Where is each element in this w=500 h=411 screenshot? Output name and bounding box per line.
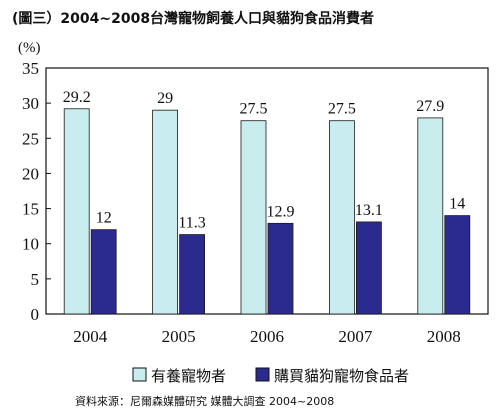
legend-label-pet-owners: 有養寵物者 [151,367,226,385]
legend-swatch-pet-owners [132,367,147,382]
bar-pet-food-buyers [179,234,206,315]
data-label-pet-owners: 27.5 [328,101,356,118]
bar-pet-food-buyers [355,221,382,315]
data-label-pet-owners: 29.2 [63,89,91,106]
y-axis-unit: (%) [18,40,41,56]
data-label-pet-food-buyers: 11.3 [178,215,205,232]
y-tick-label: 0 [31,305,40,324]
legend-label-pet-food-buyers: 購買貓狗寵物食品者 [274,367,409,385]
bar-pet-owners [417,117,444,315]
x-tick-label: 2006 [250,327,284,346]
y-tick-label: 5 [31,270,40,289]
plot-border [45,67,489,315]
x-tick-label: 2007 [338,327,373,346]
bar-pet-food-buyers [444,215,471,315]
x-axis: 2004 2005 2006 2007 2008 [73,327,461,346]
data-label-pet-owners: 27.9 [416,98,444,115]
data-label-pet-owners: 27.5 [240,101,268,118]
y-tick-label: 15 [22,200,39,219]
chart-title: (圖三）2004~2008台灣寵物飼養人口與貓狗食品消費者 [12,10,374,27]
x-tick-label: 2005 [162,327,196,346]
bar-groups: 29.2 12 29 11.3 27.5 12.9 27.5 13.1 27.9 14 [63,89,471,315]
y-tick-label: 35 [22,59,39,78]
data-label-pet-food-buyers: 13.1 [355,202,383,219]
bar-pet-owners [240,120,267,315]
y-axis: 0 5 10 15 20 25 30 35 [22,59,51,324]
data-label-pet-food-buyers: 12 [96,210,112,227]
legend-swatch-pet-food-buyers [255,367,270,382]
y-tick-label: 30 [22,94,39,113]
bar-pet-owners [328,120,355,315]
bar-pet-food-buyers [267,222,294,315]
y-tick-label: 20 [22,164,39,183]
source-note: 資料來源：尼爾森媒體研究 媒體大調查 2004~2008 [75,394,334,408]
plot-area [45,67,489,315]
data-label-pet-food-buyers: 12.9 [267,203,295,220]
x-tick-label: 2008 [427,327,461,346]
data-label-pet-food-buyers: 14 [449,196,465,213]
bar-pet-food-buyers [90,229,117,315]
legend: 有養寵物者 購買貓狗寵物食品者 [132,367,409,385]
y-tick-label: 10 [22,235,39,254]
data-label-pet-owners: 29 [157,90,173,107]
bar-pet-owners [152,109,179,315]
x-tick-label: 2004 [73,327,108,346]
bar-pet-owners [63,108,90,315]
y-tick-label: 25 [22,129,39,148]
